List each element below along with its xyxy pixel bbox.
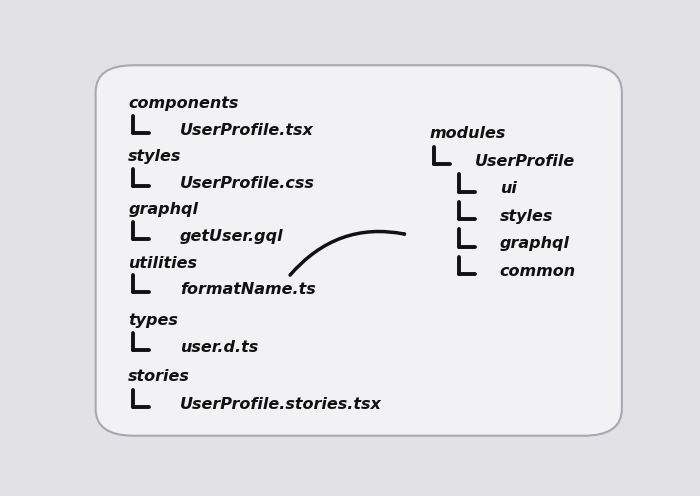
Text: common: common xyxy=(500,264,576,279)
Text: graphql: graphql xyxy=(500,237,570,251)
Text: graphql: graphql xyxy=(128,202,198,217)
Text: UserProfile.tsx: UserProfile.tsx xyxy=(180,123,314,138)
Text: user.d.ts: user.d.ts xyxy=(180,340,258,355)
Text: stories: stories xyxy=(128,369,190,384)
FancyBboxPatch shape xyxy=(96,65,622,435)
Text: styles: styles xyxy=(500,209,553,224)
Text: types: types xyxy=(128,313,178,328)
Text: getUser.gql: getUser.gql xyxy=(180,229,284,244)
Text: UserProfile.stories.tsx: UserProfile.stories.tsx xyxy=(180,397,382,412)
Text: formatName.ts: formatName.ts xyxy=(180,282,316,297)
Text: utilities: utilities xyxy=(128,255,197,271)
Text: modules: modules xyxy=(429,126,505,141)
FancyArrowPatch shape xyxy=(290,232,405,275)
Text: UserProfile: UserProfile xyxy=(475,154,575,169)
Text: styles: styles xyxy=(128,149,181,164)
Text: ui: ui xyxy=(500,182,517,196)
Text: components: components xyxy=(128,96,239,111)
Text: UserProfile.css: UserProfile.css xyxy=(180,176,314,191)
